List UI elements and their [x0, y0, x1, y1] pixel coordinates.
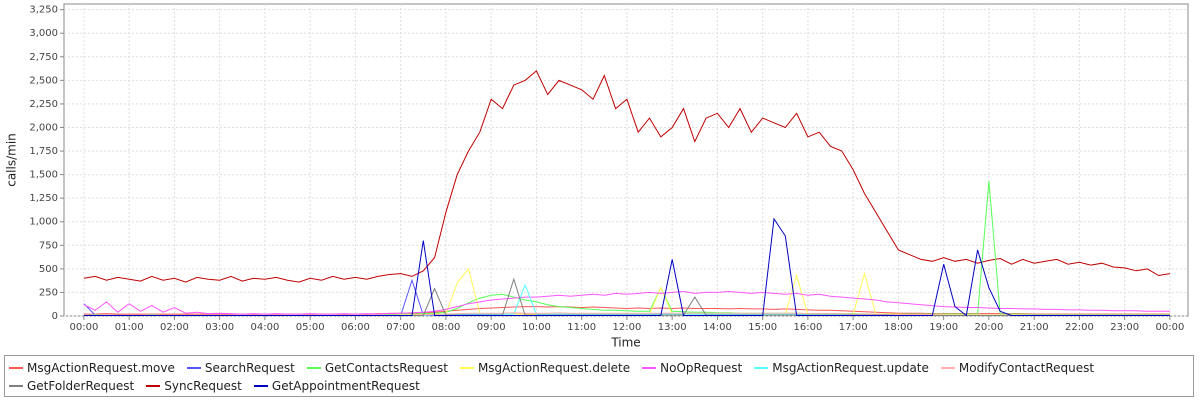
y-tick-label: 2,750: [29, 52, 58, 63]
y-tick-label: 1,000: [29, 217, 58, 228]
legend-swatch: [9, 385, 23, 387]
legend-swatch: [754, 367, 769, 369]
x-tick-label: 22:00: [1065, 322, 1094, 333]
x-tick-label: 17:00: [839, 322, 868, 333]
legend-swatch: [940, 367, 955, 369]
legend-item: MsgActionRequest.move: [9, 359, 175, 377]
legend-item: GetFolderRequest: [9, 377, 134, 395]
x-tick-label: 16:00: [793, 322, 822, 333]
x-tick-label: 14:00: [703, 322, 732, 333]
x-tick-label: 08:00: [431, 322, 460, 333]
x-tick-label: 18:00: [884, 322, 913, 333]
x-tick-label: 00:00: [69, 322, 98, 333]
y-tick-label: 3,250: [29, 5, 58, 16]
legend-item: GetContactsRequest: [306, 359, 448, 377]
legend-label: MsgActionRequest.update: [772, 361, 929, 375]
legend-swatch: [253, 385, 268, 387]
legend-item: SyncRequest: [146, 377, 242, 395]
legend-swatch: [459, 367, 474, 369]
chart: calls/min Time 0 250 500 750 1,000 1,250 1,500…: [5, 3, 1189, 350]
plot-area: [63, 3, 1189, 317]
y-tick-label: 1,250: [29, 193, 58, 204]
y-tick-label: 500: [39, 264, 58, 275]
x-tick-label: 15:00: [748, 322, 777, 333]
legend-label: GetContactsRequest: [324, 361, 448, 375]
series-line: [83, 70, 1170, 283]
legend-label: GetFolderRequest: [27, 379, 135, 393]
x-tick-label: 09:00: [477, 322, 506, 333]
series-line: [83, 217, 1170, 317]
legend-swatch: [186, 367, 201, 369]
y-tick-label: 3,000: [29, 28, 58, 39]
legend-label: SearchRequest: [204, 361, 295, 375]
legend-label: MsgActionRequest.move: [27, 361, 175, 375]
x-tick-label: 11:00: [567, 322, 596, 333]
y-tick-label: 2,250: [29, 99, 58, 110]
legend: MsgActionRequest.move SearchRequest GetCon…: [4, 355, 1194, 397]
legend-item: GetAppointmentRequest: [253, 377, 420, 395]
x-axis-label: Time: [610, 336, 640, 350]
x-tick-label: 07:00: [386, 322, 415, 333]
legend-item: SearchRequest: [186, 359, 295, 377]
legend-label: ModifyContactRequest: [958, 361, 1095, 375]
y-tick-label: 1,500: [29, 170, 58, 181]
legend-item: NoOpRequest: [642, 359, 742, 377]
x-tick-label: 12:00: [612, 322, 641, 333]
x-tick-label: 00:00: [1155, 322, 1184, 333]
x-tick-label: 23:00: [1110, 322, 1139, 333]
x-tick-label: 05:00: [296, 322, 325, 333]
legend-swatch: [9, 367, 23, 369]
x-tick-label: 04:00: [250, 322, 279, 333]
legend-label: MsgActionRequest.delete: [477, 361, 631, 375]
x-tick-label: 13:00: [658, 322, 687, 333]
legend-item: MsgActionRequest.delete: [459, 359, 631, 377]
legend-item: ModifyContactRequest: [940, 359, 1095, 377]
legend-swatch: [642, 367, 657, 369]
legend-label: SyncRequest: [164, 379, 242, 393]
y-tick-label: 2,500: [29, 75, 58, 86]
x-tick-label: 02:00: [160, 322, 189, 333]
legend-item: MsgActionRequest.update: [754, 359, 929, 377]
y-tick-label: 2,000: [29, 122, 58, 133]
y-tick-label: 0: [52, 311, 58, 322]
legend-label: GetAppointmentRequest: [271, 379, 420, 393]
x-tick-label: 06:00: [341, 322, 370, 333]
legend-swatch: [146, 385, 161, 387]
y-tick-label: 750: [39, 240, 58, 251]
y-axis-label: calls/min: [5, 133, 19, 187]
series-line: [83, 290, 1170, 315]
x-tick-label: 21:00: [1020, 322, 1049, 333]
legend-swatch: [306, 367, 321, 369]
y-tick-label: 250: [39, 287, 58, 298]
x-tick-label: 19:00: [929, 322, 958, 333]
x-tick-label: 03:00: [205, 322, 234, 333]
x-tick-label: 01:00: [115, 322, 144, 333]
legend-label: NoOpRequest: [660, 361, 743, 375]
x-tick-label: 10:00: [522, 322, 551, 333]
x-tick-label: 20:00: [974, 322, 1003, 333]
y-tick-label: 1,750: [29, 146, 58, 157]
